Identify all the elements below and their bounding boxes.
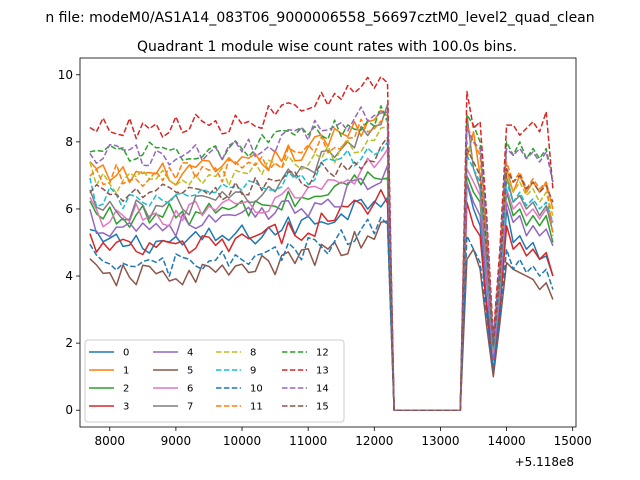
x-tick-label: 15000 <box>554 434 592 448</box>
y-tick-label: 6 <box>65 202 73 216</box>
x-tick-label: 8000 <box>94 434 125 448</box>
legend-label-12: 12 <box>316 348 329 359</box>
legend-label-9: 9 <box>250 366 256 377</box>
x-tick-label: 9000 <box>161 434 192 448</box>
y-tick-label: 10 <box>58 68 73 82</box>
legend-label-2: 2 <box>123 384 129 395</box>
legend-box <box>84 339 345 423</box>
y-tick-label: 2 <box>65 336 73 350</box>
legend-label-10: 10 <box>250 384 263 395</box>
legend-label-7: 7 <box>187 402 193 413</box>
legend-label-4: 4 <box>187 348 193 359</box>
legend-label-14: 14 <box>316 384 329 395</box>
y-tick-label: 0 <box>65 403 73 417</box>
legend-label-8: 8 <box>250 348 256 359</box>
chart-suptitle: n file: modeM0/AS1A14_083T06_9000006558_… <box>45 10 594 26</box>
x-tick-label: 13000 <box>421 434 459 448</box>
legend-label-15: 15 <box>316 402 329 413</box>
chart-title: Quadrant 1 module wise count rates with … <box>137 39 517 55</box>
series-line-15 <box>89 136 554 411</box>
y-tick-label: 4 <box>65 269 73 283</box>
x-tick-label: 10000 <box>223 434 261 448</box>
series-line-10 <box>89 216 554 411</box>
series-line-14 <box>89 106 554 411</box>
legend-label-6: 6 <box>187 384 193 395</box>
series-line-11 <box>89 118 554 411</box>
legend-label-1: 1 <box>123 366 129 377</box>
axes-frame <box>79 57 577 428</box>
series-line-4 <box>89 164 554 411</box>
axes: 8000 9000 10000 11000 12000 13000 14000 15000 0 2… <box>58 57 592 448</box>
legend-label-0: 0 <box>123 348 129 359</box>
series-line-3 <box>89 189 554 411</box>
legend-label-13: 13 <box>316 366 329 377</box>
x-tick-label: 12000 <box>355 434 393 448</box>
legend-label-3: 3 <box>123 402 129 413</box>
legend-label-5: 5 <box>187 366 193 377</box>
y-tick-label: 8 <box>65 135 73 149</box>
x-offset-label: +5.118e8 <box>515 455 574 469</box>
x-tick-label: 14000 <box>487 434 525 448</box>
plot-lines <box>89 75 554 411</box>
series-line-5 <box>89 220 554 411</box>
x-tick-label: 11000 <box>289 434 327 448</box>
series-line-12 <box>89 105 554 411</box>
legend-label-11: 11 <box>250 402 263 413</box>
